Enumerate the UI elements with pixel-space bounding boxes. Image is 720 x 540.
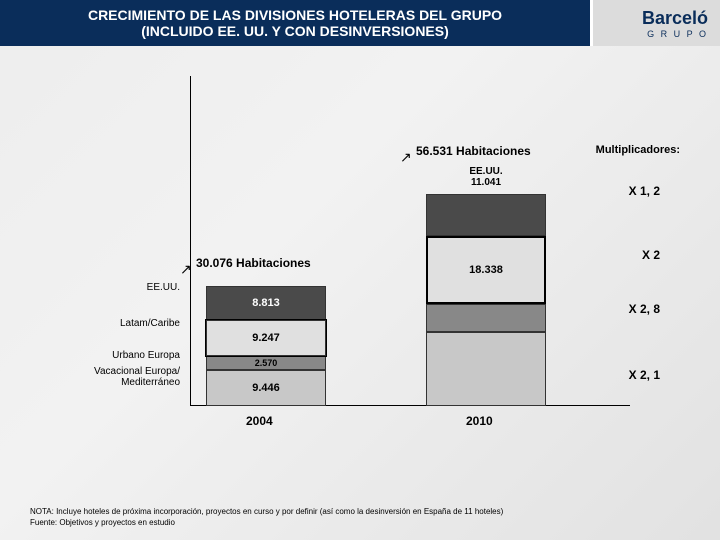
label-urbano-2004: Urbano Europa: [80, 350, 180, 361]
seg-latam-2010: 18.338: [426, 236, 546, 304]
label-vacacional-2004: Vacacional Europa/Mediterráneo: [80, 366, 180, 388]
arrow-icon: ↗: [400, 149, 412, 166]
title-line-1: CRECIMIENTO DE LAS DIVISIONES HOTELERAS …: [18, 7, 572, 23]
seg-vacacional-2010: [426, 332, 546, 406]
total-2004: 30.076 Habitaciones: [196, 256, 311, 270]
mult-vacacional: X 2, 1: [629, 368, 660, 382]
page-title: CRECIMIENTO DE LAS DIVISIONES HOTELERAS …: [0, 0, 590, 46]
seg-eeuu-2010: [426, 194, 546, 236]
label-eeuu-2010: EE.UU.11.041: [426, 166, 546, 188]
seg-vacacional-2004: 9.446: [206, 370, 326, 406]
mult-latam: X 2: [642, 248, 660, 262]
mult-eeuu: X 1, 2: [629, 184, 660, 198]
y-axis: [190, 76, 191, 406]
seg-urbano-2004: 2.570: [206, 356, 326, 370]
bar-2004: 8.813 9.247 2.570 9.446: [206, 286, 326, 406]
footnote: NOTA: Incluye hoteles de próxima incorpo…: [30, 507, 503, 528]
seg-urbano-2010: [426, 304, 546, 332]
title-line-2: (INCLUIDO EE. UU. Y CON DESINVERSIONES): [18, 23, 572, 39]
note-line-1: NOTA: Incluye hoteles de próxima incorpo…: [30, 507, 503, 517]
bar-2010: 18.338: [426, 194, 546, 406]
note-line-2: Fuente: Objetivos y proyectos en estudio: [30, 518, 503, 528]
seg-eeuu-2004: 8.813: [206, 286, 326, 320]
total-2010: 56.531 Habitaciones: [416, 144, 531, 158]
logo-subtitle: G R U P O: [647, 29, 708, 39]
label-eeuu-2004: EE.UU.: [80, 282, 180, 293]
growth-chart: Multiplicadores: 30.076 Habitaciones ↗ E…: [30, 66, 690, 446]
label-latam-2004: Latam/Caribe: [80, 318, 180, 329]
logo: Barceló G R U P O: [590, 0, 720, 46]
arrow-icon: ↗: [180, 261, 192, 278]
seg-latam-2004: 9.247: [206, 320, 326, 356]
xlabel-2010: 2010: [466, 414, 493, 428]
mult-urbano: X 2, 8: [629, 302, 660, 316]
logo-text: Barceló: [642, 8, 708, 29]
multipliers-header: Multiplicadores:: [596, 144, 680, 156]
xlabel-2004: 2004: [246, 414, 273, 428]
